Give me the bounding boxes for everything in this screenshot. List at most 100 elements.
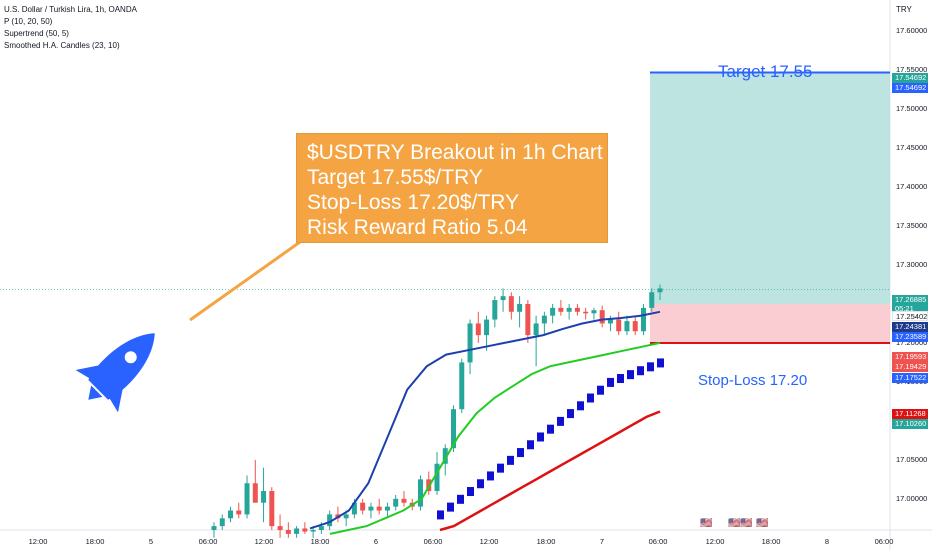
ha-candle	[607, 377, 614, 387]
time-tick-label: 18:00	[536, 537, 556, 546]
candle	[302, 528, 308, 532]
price-tick-label: 17.55000	[896, 65, 928, 75]
time-tick-label: 7	[599, 537, 605, 546]
ha-candle	[457, 494, 464, 504]
ha-candle	[467, 487, 474, 497]
ha-candle	[447, 502, 454, 512]
candle	[360, 502, 366, 511]
ha-candle	[437, 510, 444, 520]
target-label[interactable]: Target 17.55	[718, 62, 813, 81]
price-badge: 05:21	[892, 304, 928, 314]
us-flag-icon[interactable]: 🇺🇸	[756, 518, 769, 529]
indicator-supertrend[interactable]: Supertrend (50, 5)	[4, 29, 69, 38]
price-tick-label: 17.45000	[896, 143, 928, 153]
annotation-callout[interactable]: $USDTRY Breakout in 1h Chart Target 17.5…	[296, 133, 608, 243]
indicator-ha-candles[interactable]: Smoothed H.A. Candles (23, 10)	[4, 41, 120, 50]
price-tick-label: 17.00000	[896, 493, 928, 503]
time-tick-label: 5	[148, 537, 154, 546]
price-badge: 17.54692	[892, 73, 928, 83]
candle	[401, 498, 407, 503]
ha-candle	[507, 455, 514, 465]
ha-candle	[597, 385, 604, 395]
ha-candle	[577, 401, 584, 411]
ha-candle	[487, 471, 494, 481]
time-tick-label: 06:00	[423, 537, 443, 546]
candle	[475, 323, 481, 336]
price-tick-label: 17.35000	[896, 221, 928, 231]
candle	[591, 310, 597, 314]
candle	[219, 518, 225, 527]
candle	[277, 526, 283, 530]
candle	[434, 463, 440, 492]
price-tick-label: 17.50000	[896, 104, 928, 114]
time-tick-label: 18:00	[310, 537, 330, 546]
candle	[640, 307, 646, 332]
candle	[467, 323, 473, 363]
candle	[393, 498, 399, 507]
candle	[616, 319, 622, 332]
indicator-pivot[interactable]: P (10, 20, 50)	[4, 17, 53, 26]
candle	[525, 303, 531, 336]
candle	[657, 288, 663, 293]
candle	[566, 307, 572, 312]
price-tick-label: 17.40000	[896, 182, 928, 192]
symbol-title[interactable]: U.S. Dollar / Turkish Lira, 1h, OANDA	[4, 5, 137, 14]
price-tick-label: 17.20000	[896, 337, 928, 347]
candle	[318, 526, 324, 530]
time-tick-label: 12:00	[705, 537, 725, 546]
chart-header: U.S. Dollar / Turkish Lira, 1h, OANDA P …	[4, 4, 137, 52]
ha-candle	[567, 409, 574, 419]
price-badge: 17.19429	[892, 362, 928, 372]
candle	[376, 506, 382, 511]
candle	[384, 506, 390, 511]
time-tick-label: 18:00	[761, 537, 781, 546]
ha-candle	[537, 432, 544, 442]
candle	[244, 483, 250, 515]
supertrend-line	[439, 410, 661, 532]
candle	[484, 319, 490, 336]
us-flag-icon[interactable]: 🇺🇸	[740, 518, 753, 529]
candle	[294, 528, 300, 534]
us-flag-icon[interactable]: 🇺🇸	[700, 518, 713, 529]
ha-candle	[617, 374, 624, 384]
ha-candle	[517, 448, 524, 458]
candle	[211, 526, 217, 530]
callout-line-2: Target 17.55$/TRY	[307, 166, 483, 189]
time-tick-label: 12:00	[254, 537, 274, 546]
callout-pointer	[189, 240, 301, 322]
price-tick-label: 17.30000	[896, 260, 928, 269]
candle	[583, 311, 589, 314]
callout-line-3: Stop-Loss 17.20$/TRY	[307, 191, 520, 214]
candle	[459, 362, 465, 410]
time-tick-label: 06:00	[648, 537, 668, 546]
candle	[541, 315, 547, 324]
ha-candle	[497, 463, 504, 473]
candle	[228, 510, 234, 519]
price-badge: 17.26885	[892, 295, 928, 305]
ha-candle	[657, 358, 664, 368]
ma-fast-line	[309, 310, 661, 530]
ha-candle	[557, 416, 564, 426]
candle	[558, 307, 564, 312]
price-badge: 17.23589	[892, 332, 928, 342]
stop-zone	[650, 303, 890, 343]
currency-label: TRY	[896, 5, 912, 14]
callout-line-1: $USDTRY Breakout in 1h Chart	[307, 141, 603, 164]
candle	[574, 307, 580, 312]
ha-candle	[627, 370, 634, 380]
candle	[533, 323, 539, 336]
rocket-icon	[75, 333, 155, 413]
candle	[550, 307, 556, 316]
candle	[417, 479, 423, 507]
callout-line-4: Risk Reward Ratio 5.04	[307, 216, 528, 239]
us-flag-icon[interactable]: 🇺🇸	[728, 518, 741, 529]
price-badge: 17.19593	[892, 352, 928, 362]
candle	[508, 296, 514, 312]
candle	[517, 303, 523, 312]
candle	[368, 506, 374, 511]
candle	[500, 296, 506, 301]
candle	[599, 310, 605, 324]
ha-candle	[547, 424, 554, 434]
stop-loss-label[interactable]: Stop-Loss 17.20	[698, 372, 808, 389]
